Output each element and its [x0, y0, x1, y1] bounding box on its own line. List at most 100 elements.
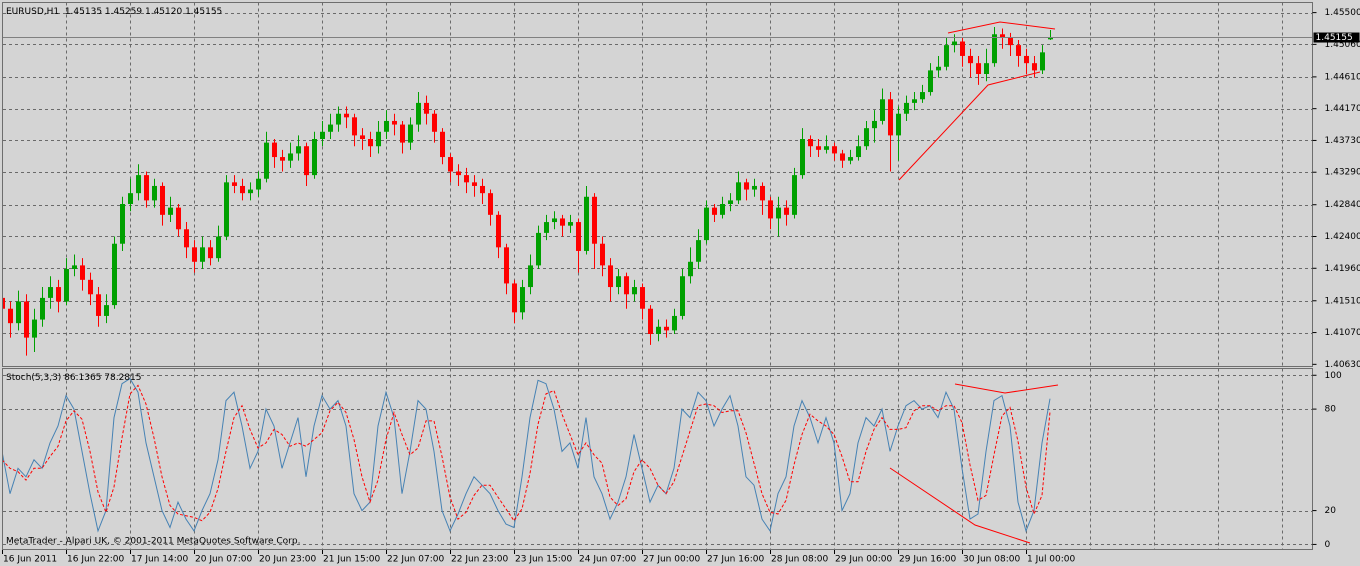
candle-body — [528, 265, 533, 288]
candle-body — [536, 232, 541, 266]
candle-body — [800, 139, 805, 176]
y-tick-label: 1.45060 — [1325, 40, 1360, 50]
candle-body — [104, 305, 109, 316]
candle-body — [208, 247, 213, 259]
candle-body — [704, 207, 709, 241]
candle-body — [496, 214, 501, 248]
x-tick-label: 23 Jun 15:00 — [515, 555, 572, 565]
candle-body — [936, 66, 941, 71]
candle-body — [728, 200, 733, 204]
stoch-panel — [2, 368, 1313, 550]
candle-body — [584, 196, 589, 251]
x-tick-label: 22 Jun 07:00 — [387, 555, 444, 565]
candle-body — [32, 319, 37, 338]
y-tick-label: 1.41960 — [1325, 264, 1360, 274]
candle-body — [136, 175, 141, 194]
candle-body — [128, 193, 133, 204]
candle-body — [560, 218, 565, 226]
candle-body — [792, 175, 797, 215]
candle-body — [400, 124, 405, 143]
candle-body — [1000, 34, 1005, 38]
trend-line — [954, 383, 1059, 394]
candle-body — [624, 276, 629, 295]
price-plot — [3, 27, 1312, 356]
candle-body — [216, 236, 221, 259]
candle-body — [720, 204, 725, 215]
candle-body — [824, 146, 829, 150]
y-tick-label: 1.44170 — [1325, 104, 1360, 114]
last-price-box — [1313, 32, 1360, 43]
candle-body — [760, 185, 765, 201]
candle-body — [40, 297, 45, 320]
candle-body — [256, 178, 261, 190]
candle-body — [472, 182, 477, 186]
y-tick-label: 1.43730 — [1325, 136, 1360, 146]
y-tick-label: 100 — [1325, 371, 1342, 381]
candle-body — [224, 182, 229, 237]
y-tick-label: 1.41510 — [1325, 296, 1360, 306]
y-tick-label: 1.40630 — [1325, 360, 1360, 370]
panel-title: EURUSD,H1 1.45135 1.45259 1.45120 1.4515… — [6, 7, 222, 17]
candle-body — [480, 185, 485, 194]
candle-body — [368, 139, 373, 147]
candle-body — [280, 157, 285, 161]
candle-body — [592, 196, 597, 244]
candle-body — [304, 146, 309, 176]
candle-body — [600, 243, 605, 266]
candle-body — [192, 247, 197, 262]
last-price-label: 1.45155 — [1316, 33, 1353, 43]
candle-body — [696, 240, 701, 262]
x-tick-label: 22 Jun 23:00 — [451, 555, 508, 565]
candle-body — [1016, 45, 1021, 56]
candle-body — [352, 117, 357, 136]
candle-body — [680, 276, 685, 316]
candle-body — [568, 222, 573, 226]
candle-body — [520, 287, 525, 313]
candle-body — [904, 102, 909, 114]
candle-body — [648, 308, 653, 334]
candle-body — [456, 171, 461, 176]
candle-body — [64, 269, 69, 302]
y-tick-label: 20 — [1325, 506, 1337, 516]
stoch-line — [3, 384, 1051, 522]
candle-body — [816, 146, 821, 150]
candle-body — [176, 207, 181, 230]
x-tick-label: 27 Jun 00:00 — [643, 555, 700, 565]
y-tick-label: 1.45500 — [1325, 8, 1360, 18]
candle-body — [240, 185, 245, 194]
candle-body — [912, 99, 917, 103]
candle-body — [152, 185, 157, 201]
candle-body — [608, 265, 613, 288]
candle-body — [632, 287, 637, 295]
candle-body — [80, 265, 85, 280]
candle-body — [712, 207, 717, 215]
candle-body — [144, 175, 149, 201]
candle-body — [264, 142, 269, 179]
candle-body — [808, 139, 813, 147]
copyright-note: MetaTrader - Alpari UK, © 2001-2011 Meta… — [6, 537, 300, 547]
candle-body — [424, 102, 429, 114]
candle-body — [896, 113, 901, 136]
candle-body — [752, 185, 757, 190]
trend-lines — [889, 21, 1059, 544]
trend-line — [898, 71, 1041, 181]
candle-body — [1024, 55, 1029, 64]
candle-body — [112, 243, 117, 306]
x-tick-label: 20 Jun 07:00 — [195, 555, 252, 565]
panel-title: Stoch(5,3,3) 86.1365 78.2815 — [6, 373, 141, 383]
candle-body — [48, 287, 53, 298]
candle-body — [976, 63, 981, 74]
candle-body — [56, 287, 61, 302]
stoch-line — [3, 377, 1051, 533]
candle-body — [488, 193, 493, 215]
candle-body — [384, 120, 389, 132]
y-tick-label: 1.43290 — [1325, 168, 1360, 178]
candle-body — [248, 189, 253, 194]
y-tick-label: 1.41070 — [1325, 328, 1360, 338]
candle-body — [376, 131, 381, 147]
candle-body — [512, 283, 517, 313]
price-grid — [3, 2, 1313, 367]
candle-body — [784, 207, 789, 215]
